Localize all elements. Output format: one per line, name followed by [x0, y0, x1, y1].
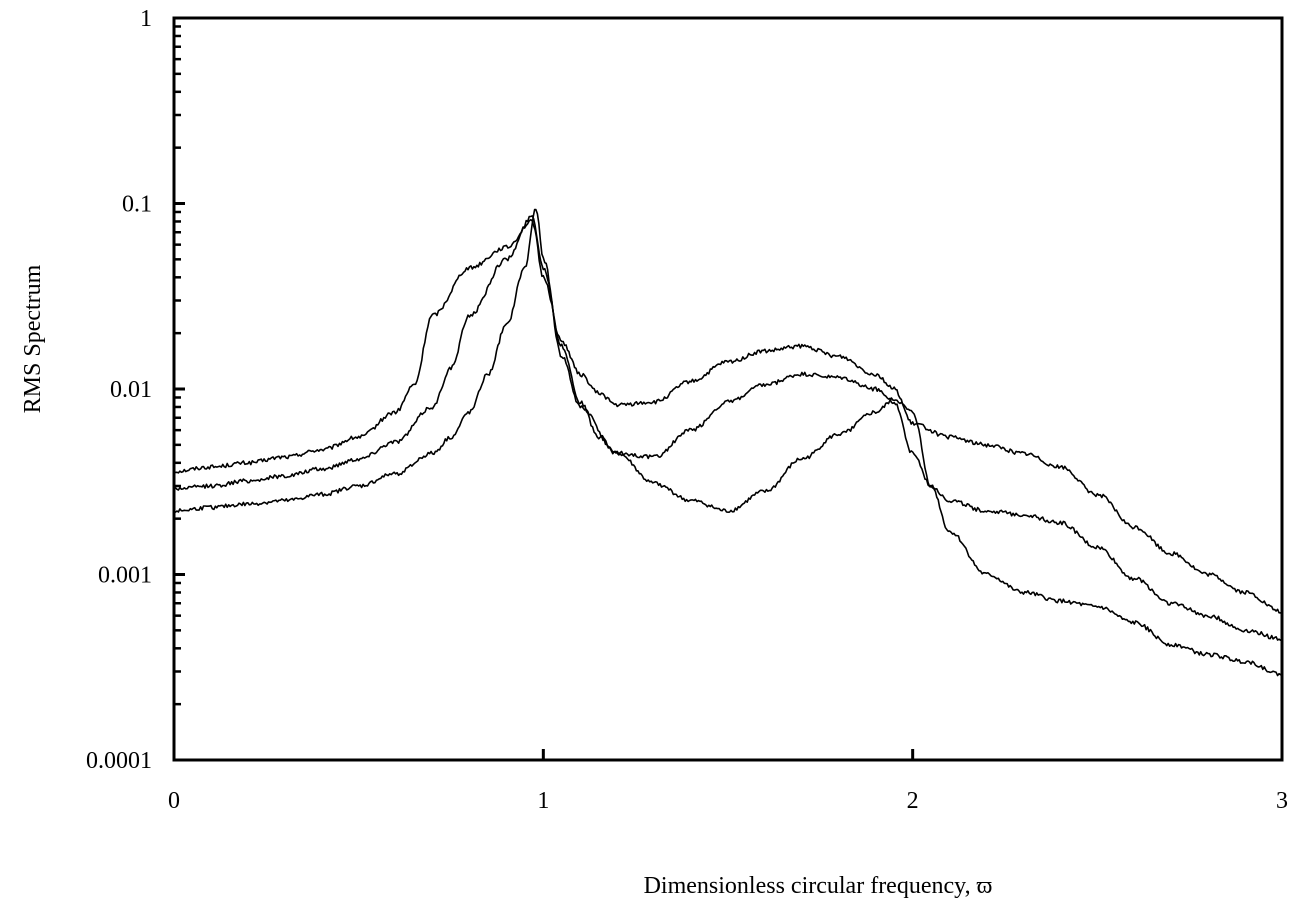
y-tick-label: 0.0001: [86, 748, 152, 774]
tick-labels: 0.0001 0.001 0.01 0.1 1 0 1 2 3: [86, 6, 1288, 814]
series-line-1: [173, 218, 1283, 614]
y-tick-label: 0.01: [110, 377, 152, 403]
x-axis-title: Dimensionless circular frequency, ϖ: [644, 873, 993, 899]
y-tick-label: 1: [140, 6, 152, 32]
y-axis-title: RMS Spectrum: [20, 264, 46, 413]
y-tick-label: 0.001: [98, 563, 152, 589]
plot-frame: [172, 16, 1284, 762]
series-layer: [173, 208, 1283, 677]
x-tick-label: 3: [1276, 788, 1288, 814]
x-tick-label: 0: [168, 788, 180, 814]
x-tick-label: 1: [537, 788, 549, 814]
tick-marks: [172, 16, 1284, 762]
series-line-2: [173, 215, 1283, 641]
series-line-3: [173, 208, 1283, 677]
y-tick-label: 0.1: [122, 192, 152, 218]
x-tick-label: 2: [907, 788, 919, 814]
